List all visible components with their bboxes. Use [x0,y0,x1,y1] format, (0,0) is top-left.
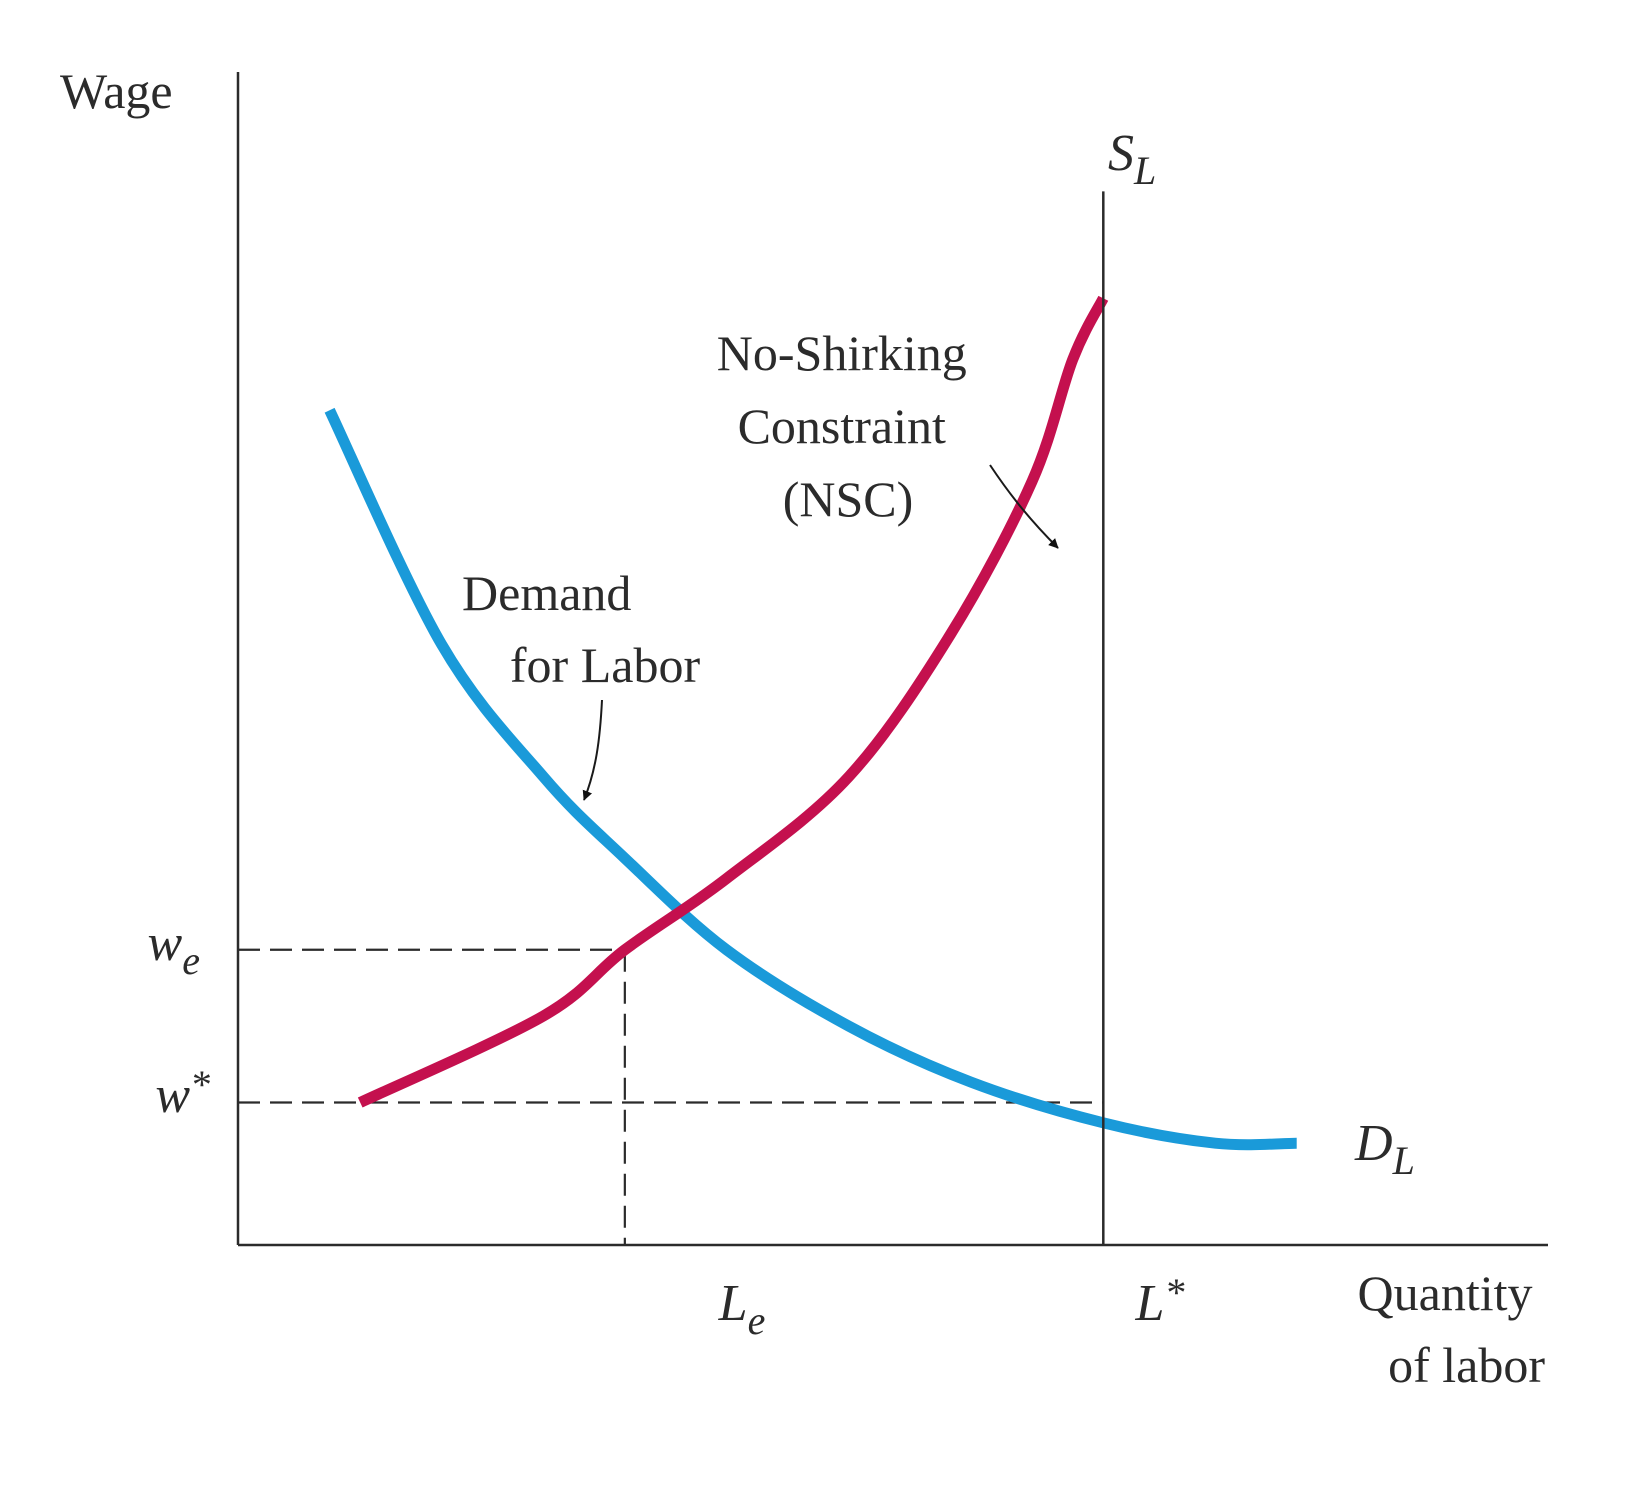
demand-curve-line [324,407,1297,1151]
y-axis-label: Wage [60,63,173,119]
y-tick-we: we [148,915,200,983]
y-tick-we-main: w [148,915,183,972]
y-tick-wstar-sup: * [190,1062,210,1107]
y-tick-wstar-main: w [155,1067,190,1124]
demand-annotation-arrow [582,699,603,801]
x-axis-label-line-1: Quantity [1358,1265,1533,1321]
nsc-curve-line [357,295,1109,1108]
axes [236,72,1548,1247]
demand-annotation: Demand for Labor [462,565,700,693]
x-tick-lstar-sup: * [1164,1270,1184,1315]
x-tick-le: Le [718,1275,766,1343]
guide-lines [238,948,1104,1245]
nsc-annotation-line-2: Constraint [738,398,946,454]
demand-label-main: D [1354,1115,1393,1172]
demand-curve-label: DL [1354,1115,1415,1183]
demand-annotation-line-2: for Labor [510,637,701,693]
nsc-annotation-line-3: (NSC) [783,471,914,527]
y-tick-we-sub: e [182,938,200,983]
x-tick-lstar: L* [1135,1270,1185,1332]
annotations [582,464,1059,801]
x-axis-label: Quantity of labor [1358,1265,1546,1393]
nsc-annotation: No-Shirking Constraint (NSC) [717,325,980,527]
curves [324,191,1297,1245]
supply-label-sub: L [1133,148,1156,193]
x-tick-lstar-main: L [1135,1275,1165,1332]
x-tick-le-sub: e [748,1298,766,1343]
x-axis-label-line-2: of labor [1388,1337,1545,1393]
nsc-annotation-line-1: No-Shirking [717,325,967,381]
demand-annotation-line-1: Demand [462,565,631,621]
y-tick-wstar: w* [155,1062,210,1124]
labels: Wage Quantity of labor Demand for Labor … [60,63,1545,1393]
x-tick-le-main: L [718,1275,748,1332]
nsc-annotation-arrow [989,464,1059,549]
supply-curve-label: SL [1108,125,1156,193]
supply-label-main: S [1108,125,1134,182]
plot-area [236,72,1548,1247]
demand-label-sub: L [1392,1138,1415,1183]
